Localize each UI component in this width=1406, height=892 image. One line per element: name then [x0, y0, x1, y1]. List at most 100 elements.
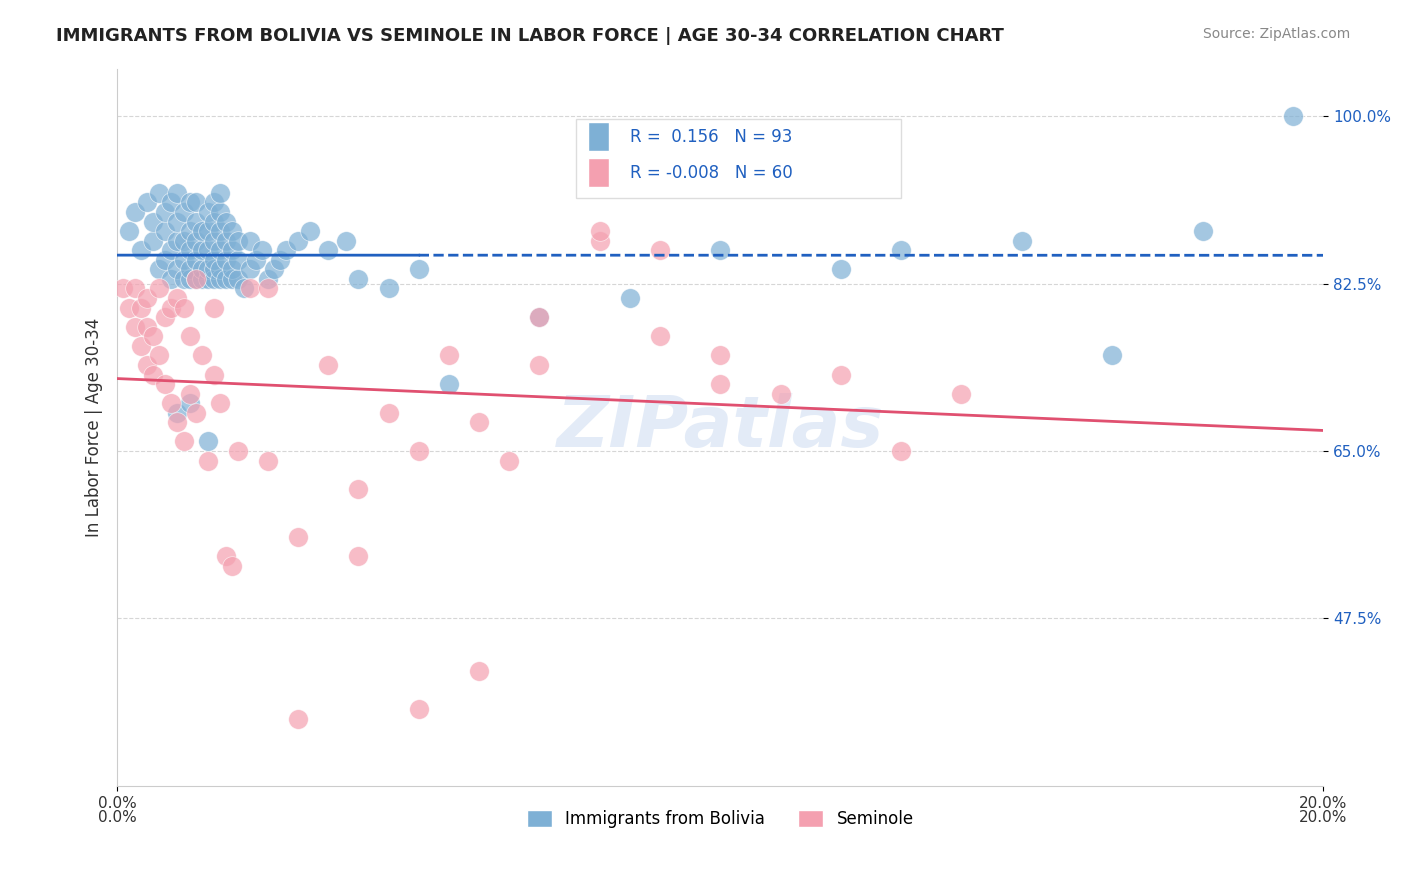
Point	[131, 339, 153, 353]
Point	[131, 301, 153, 315]
Point	[287, 530, 309, 544]
Point	[197, 244, 219, 258]
Point	[197, 205, 219, 219]
Point	[173, 234, 195, 248]
Point	[202, 252, 225, 267]
Point	[257, 281, 280, 295]
Point	[136, 195, 159, 210]
Point	[136, 358, 159, 372]
Point	[648, 244, 671, 258]
Point	[437, 348, 460, 362]
Point	[190, 272, 212, 286]
Legend: Immigrants from Bolivia, Seminole: Immigrants from Bolivia, Seminole	[520, 804, 921, 835]
Point	[118, 224, 141, 238]
Point	[208, 205, 231, 219]
Point	[155, 377, 177, 392]
Point	[173, 252, 195, 267]
Point	[155, 310, 177, 325]
Point	[184, 252, 207, 267]
Point	[173, 205, 195, 219]
Point	[950, 386, 973, 401]
Point	[257, 272, 280, 286]
Point	[148, 281, 170, 295]
Point	[190, 244, 212, 258]
Point	[166, 234, 188, 248]
Point	[226, 444, 249, 458]
Point	[316, 244, 339, 258]
Point	[215, 549, 238, 564]
Point	[529, 310, 551, 325]
Point	[408, 444, 430, 458]
Point	[377, 281, 399, 295]
Point	[124, 281, 146, 295]
Text: R =  0.156   N = 93: R = 0.156 N = 93	[630, 128, 792, 145]
Point	[468, 664, 491, 678]
Point	[166, 262, 188, 277]
Point	[408, 702, 430, 716]
Point	[316, 358, 339, 372]
Point	[184, 195, 207, 210]
Point	[197, 453, 219, 467]
Point	[226, 252, 249, 267]
Point	[1011, 234, 1033, 248]
Point	[1101, 348, 1123, 362]
Point	[142, 329, 165, 343]
Point	[197, 272, 219, 286]
Point	[1191, 224, 1213, 238]
Point	[124, 319, 146, 334]
Point	[890, 444, 912, 458]
Point	[184, 214, 207, 228]
Point	[221, 272, 243, 286]
Point	[166, 416, 188, 430]
Point	[1282, 109, 1305, 123]
Point	[239, 262, 262, 277]
Point	[588, 234, 610, 248]
Point	[221, 558, 243, 573]
Point	[588, 224, 610, 238]
Point	[190, 224, 212, 238]
Point	[619, 291, 641, 305]
Point	[160, 244, 183, 258]
Point	[709, 348, 731, 362]
Point	[202, 301, 225, 315]
Point	[148, 348, 170, 362]
Point	[529, 358, 551, 372]
Point	[179, 262, 201, 277]
Point	[136, 291, 159, 305]
Point	[221, 244, 243, 258]
Y-axis label: In Labor Force | Age 30-34: In Labor Force | Age 30-34	[86, 318, 103, 537]
Point	[112, 281, 135, 295]
Point	[215, 214, 238, 228]
Point	[250, 244, 273, 258]
Point	[142, 234, 165, 248]
Point	[437, 377, 460, 392]
Point	[184, 272, 207, 286]
FancyBboxPatch shape	[588, 122, 609, 151]
Point	[160, 272, 183, 286]
Point	[166, 291, 188, 305]
Point	[142, 368, 165, 382]
Point	[131, 244, 153, 258]
Text: 20.0%: 20.0%	[1299, 810, 1347, 825]
Point	[226, 234, 249, 248]
Point	[208, 244, 231, 258]
Point	[155, 205, 177, 219]
Text: ZIPatlas: ZIPatlas	[557, 392, 884, 462]
Point	[347, 483, 370, 497]
Point	[136, 319, 159, 334]
Point	[202, 195, 225, 210]
Point	[287, 712, 309, 726]
Point	[190, 348, 212, 362]
Point	[239, 234, 262, 248]
Text: 0.0%: 0.0%	[98, 810, 136, 825]
Point	[208, 224, 231, 238]
Point	[155, 252, 177, 267]
Text: IMMIGRANTS FROM BOLIVIA VS SEMINOLE IN LABOR FORCE | AGE 30-34 CORRELATION CHART: IMMIGRANTS FROM BOLIVIA VS SEMINOLE IN L…	[56, 27, 1004, 45]
Point	[173, 434, 195, 449]
Point	[215, 252, 238, 267]
Point	[221, 262, 243, 277]
Point	[287, 234, 309, 248]
Point	[166, 406, 188, 420]
Point	[347, 549, 370, 564]
Point	[179, 244, 201, 258]
